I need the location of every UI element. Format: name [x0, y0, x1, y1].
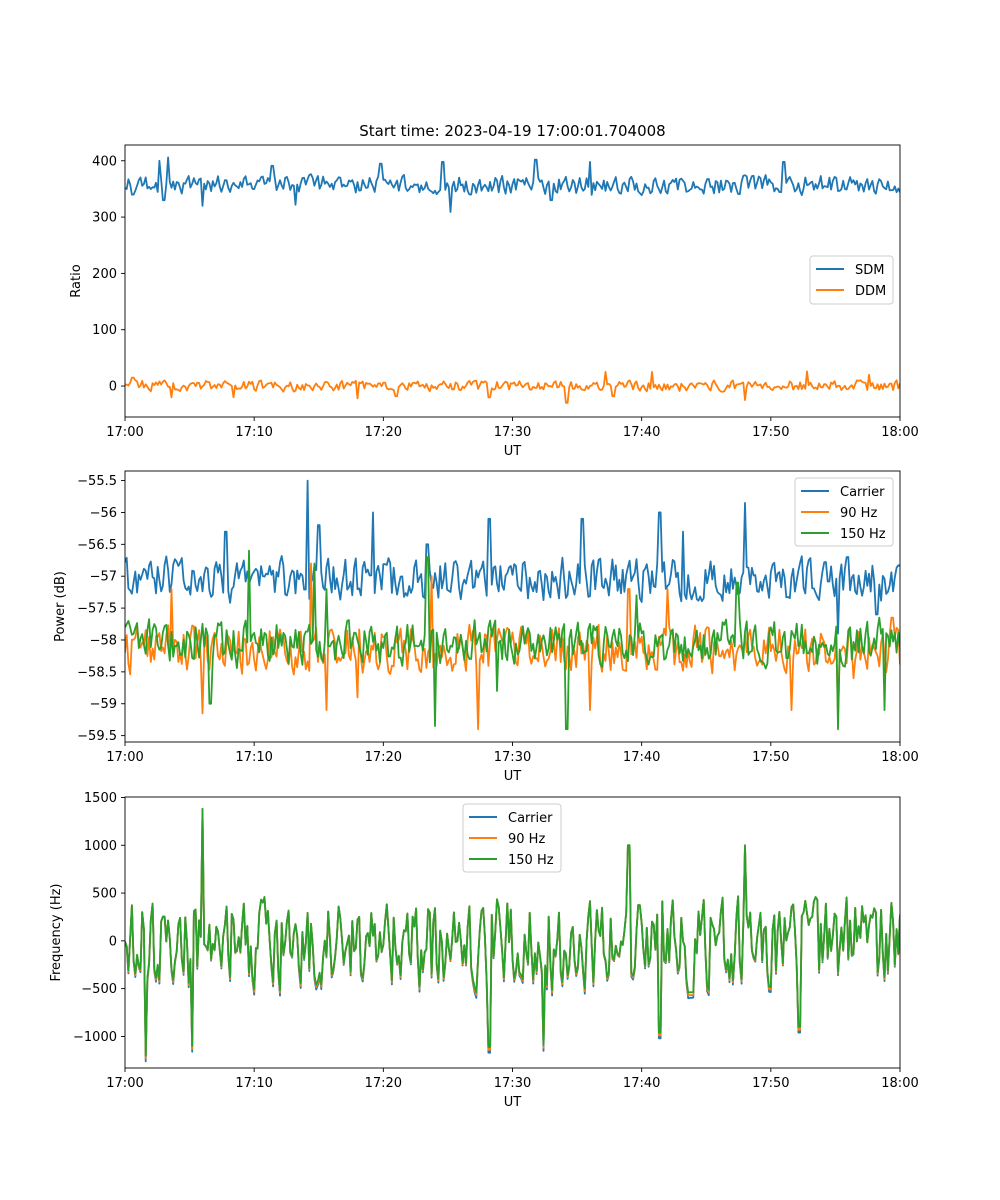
legend: Carrier 90 Hz 150 Hz: [794, 477, 894, 547]
legend-label: 150 Hz: [508, 853, 554, 868]
x-axis-label: UT: [504, 444, 522, 459]
x-axis-label: UT: [504, 769, 522, 784]
x-tick-label: 17:40: [623, 1076, 660, 1091]
legend-box: [462, 803, 562, 873]
legend-box: [794, 477, 894, 547]
y-tick-label: −57: [90, 570, 117, 585]
series-lines: [125, 156, 900, 404]
y-tick-label: −57.5: [77, 602, 117, 617]
legend: Carrier 90 Hz 150 Hz: [462, 803, 562, 873]
series-line-150-hz: [125, 808, 900, 1057]
series-line-ddm: [125, 370, 900, 404]
legend-label: 90 Hz: [840, 506, 877, 521]
y-axis-label: Frequency (Hz): [49, 883, 64, 981]
legend-label: Carrier: [840, 485, 885, 500]
x-tick-label: 17:00: [106, 1076, 143, 1091]
y-tick-label: −58: [90, 633, 117, 648]
series-line-150-hz: [125, 549, 900, 731]
x-tick-label: 17:40: [623, 750, 660, 765]
legend-label: 150 Hz: [840, 527, 886, 542]
axes-frame: [124, 470, 901, 743]
y-tick-label: 0: [109, 934, 117, 949]
legend-label: SDM: [855, 263, 884, 278]
subplots: 17:00 17:10 17:20 17:30 17:40 17:50 18:00 0 100 2…: [49, 144, 919, 1110]
x-tick-label: 17:20: [365, 425, 402, 440]
x-tick-label: 18:00: [881, 750, 918, 765]
y-tick-label: −55.5: [77, 474, 117, 489]
x-tick-label: 17:10: [235, 1076, 272, 1091]
subplot-2: 17:00 17:10 17:20 17:30 17:40 17:50 18:00 −59.5…: [53, 470, 919, 784]
x-tick-label: 17:50: [752, 425, 789, 440]
y-tick-label: −1000: [73, 1030, 117, 1045]
x-tick-label: 18:00: [881, 1076, 918, 1091]
legend-label: Carrier: [508, 811, 553, 826]
series-lines: [125, 479, 900, 731]
x-axis-label: UT: [504, 1095, 522, 1110]
y-tick-label: 0: [109, 380, 117, 395]
x-tick-label: 17:20: [365, 750, 402, 765]
y-tick-label: 1500: [84, 791, 117, 806]
figure-title: Start time: 2023-04-19 17:00:01.704008: [359, 122, 665, 140]
x-tick-label: 17:10: [235, 425, 272, 440]
series-line-carrier: [125, 479, 900, 635]
x-tick-label: 17:10: [235, 750, 272, 765]
y-tick-label: −56.5: [77, 538, 117, 553]
y-tick-label: −500: [81, 982, 117, 997]
subplot-1: 17:00 17:10 17:20 17:30 17:40 17:50 18:00 0 100 2…: [69, 144, 919, 459]
y-tick-label: 100: [92, 323, 117, 338]
x-tick-label: 17:50: [752, 1076, 789, 1091]
x-tick-label: 17:00: [106, 750, 143, 765]
series-lines: [125, 808, 900, 1063]
x-tick-label: 17:50: [752, 750, 789, 765]
legend-label: 90 Hz: [508, 832, 545, 847]
subplot-3: 17:00 17:10 17:20 17:30 17:40 17:50 18:00 −1000…: [49, 791, 919, 1110]
y-tick-label: 300: [92, 211, 117, 226]
y-tick-label: 200: [92, 267, 117, 282]
y-axis-label: Power (dB): [53, 571, 68, 642]
x-tick-label: 17:40: [623, 425, 660, 440]
y-tick-label: −58.5: [77, 665, 117, 680]
series-line-90-hz: [125, 562, 900, 731]
y-tick-label: 1000: [84, 839, 117, 854]
legend-label: DDM: [855, 284, 886, 299]
x-tick-label: 17:30: [494, 1076, 531, 1091]
y-tick-label: 500: [92, 887, 117, 902]
y-tick-label: −59.5: [77, 729, 117, 744]
x-tick-label: 17:30: [494, 750, 531, 765]
y-tick-label: 400: [92, 154, 117, 169]
y-tick-label: −56: [90, 506, 117, 521]
series-line-sdm: [125, 156, 900, 213]
x-tick-label: 18:00: [881, 425, 918, 440]
x-tick-label: 17:00: [106, 425, 143, 440]
legend: SDM DDM: [809, 255, 894, 305]
x-tick-label: 17:30: [494, 425, 531, 440]
y-axis-label: Ratio: [69, 264, 84, 297]
x-tick-label: 17:20: [365, 1076, 402, 1091]
y-tick-label: −59: [90, 697, 117, 712]
